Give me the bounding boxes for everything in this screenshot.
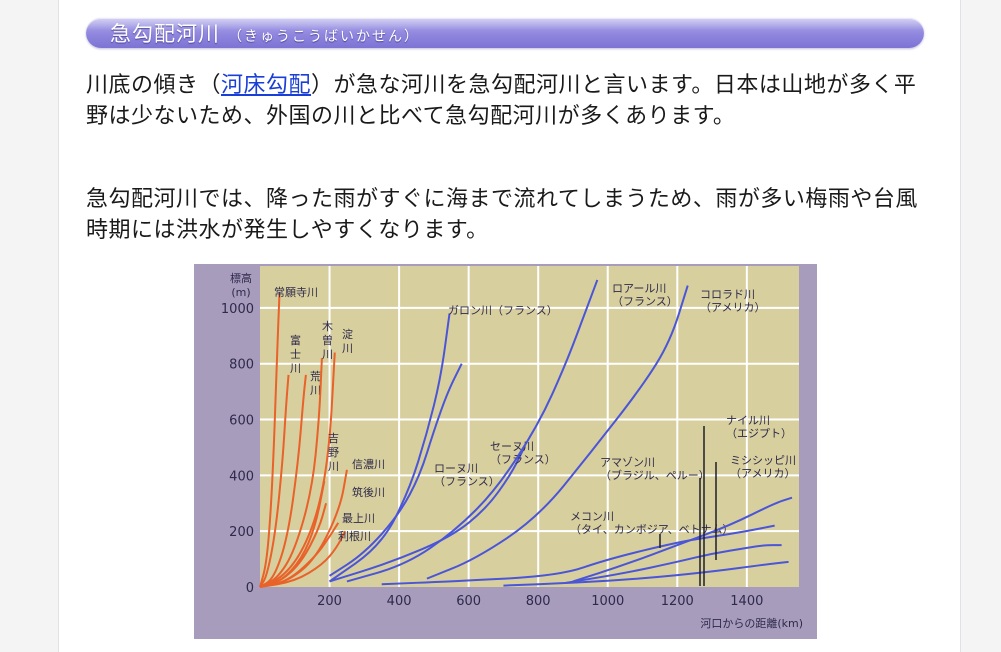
section-title: 急勾配河川 （きゅうこうばいかせん） — [110, 20, 420, 48]
section-title-text: 急勾配河川 — [110, 22, 220, 46]
river-line-富士川 — [259, 374, 290, 588]
paragraph1-before: 川底の傾き（ — [86, 73, 222, 98]
right-margin — [960, 0, 1001, 652]
river-label-セーヌ川フランス: （フランス） — [490, 453, 556, 466]
y-tick-label: 0 — [246, 581, 254, 596]
river-line-セーヌ川フランス — [329, 446, 526, 583]
river-label-常願寺川: 常願寺川 — [274, 286, 318, 299]
x-tick-label: 1200 — [661, 594, 694, 609]
river-label-コロラド川アメリカ: （アメリカ） — [700, 301, 765, 314]
y-tick-label: 600 — [229, 414, 254, 429]
river-label-淀川: 川 — [342, 342, 353, 355]
river-label-ローヌ川フランス: （フランス） — [434, 475, 500, 488]
river-label-メコン川タイカンボジアベトナム: メコン川 — [570, 510, 614, 523]
river-label-筑後川: 筑後川 — [352, 485, 385, 499]
section-header-bar — [86, 18, 924, 48]
river-label-吉野川: 川 — [328, 460, 339, 473]
river-label-富士川: 士 — [290, 348, 301, 361]
x-tick-label: 600 — [456, 594, 481, 609]
river-line-ロアール川フランス — [346, 279, 599, 583]
section-title-reading: （きゅうこうばいかせん） — [228, 29, 420, 45]
river-line-利根川 — [259, 530, 347, 588]
river-label-コロラド川アメリカ: コロラド川 — [700, 288, 755, 301]
river-label-ロアール川フランス: ロアール川 — [612, 282, 666, 295]
river-line-常願寺川 — [259, 293, 281, 588]
paragraph1-after: ）が急な河川を急勾配河川と言います。日本は山地が多く平野は少ないため、外国の川と… — [86, 73, 917, 129]
river-label-ロアール川フランス: （フランス） — [612, 295, 678, 308]
riverbed-gradient-link[interactable]: 河床勾配 — [221, 73, 312, 98]
river-label-ミシシッピ川アメリカ: （アメリカ） — [730, 467, 795, 480]
river-line-メコン川タイカンボジアベトナム — [381, 524, 775, 586]
river-label-信濃川: 信濃川 — [352, 457, 385, 471]
river-label-淀川: 淀 — [342, 327, 353, 341]
x-tick-label: 200 — [317, 594, 342, 609]
river-line-淀川 — [259, 352, 336, 588]
river-label-ローヌ川フランス: ローヌ川 — [434, 462, 478, 475]
x-axis-label: 河口からの距離(km) — [700, 616, 803, 630]
river-label-木曽川: 木 — [322, 320, 333, 333]
river-label-ナイル川エジプト: ナイル川 — [726, 414, 770, 427]
x-tick-label: 1000 — [591, 594, 624, 609]
river-label-利根川: 利根川 — [338, 529, 371, 543]
river-label-木曽川: 川 — [322, 348, 333, 361]
paragraph-definition: 川底の傾き（河床勾配）が急な河川を急勾配河川と言います。日本は山地が多く平野は少… — [86, 70, 926, 132]
y-tick-label: 1000 — [221, 302, 254, 317]
river-label-最上川: 最上川 — [342, 512, 375, 525]
river-label-アマゾン川ブラジルペルー: （ブラジル、ペルー） — [600, 468, 710, 482]
river-label-ナイル川エジプト: （エジプト） — [726, 427, 792, 440]
river-label-荒川: 川 — [310, 384, 321, 397]
river-label-富士川: 川 — [290, 362, 301, 375]
river-line-ガロン川フランス — [328, 313, 451, 583]
x-tick-label: 400 — [387, 594, 412, 609]
river-label-吉野川: 野 — [328, 446, 339, 459]
x-tick-label: 800 — [526, 594, 551, 609]
paragraph2-text: 急勾配河川では、降った雨がすぐに海まで流れてしまうため、雨が多い梅雨や台風時期に… — [86, 187, 918, 243]
chart-svg: 0 200 400 600 800 1000 200 400 600 800 1000 1200 140… — [221, 266, 803, 630]
river-label-吉野川: 吉 — [328, 432, 339, 445]
river-profile-chart: 0 200 400 600 800 1000 200 400 600 800 1000 1200 140… — [194, 264, 817, 639]
river-line-アマゾン川ブラジルペルー — [503, 560, 789, 587]
y-axis-label: 標高 — [230, 271, 252, 285]
river-label-荒川: 荒 — [310, 370, 321, 383]
y-tick-label: 200 — [229, 525, 254, 540]
river-label-メコン川タイカンボジアベトナム: （タイ、カンボジア、ベトナム） — [570, 523, 733, 536]
river-label-木曽川: 曽 — [322, 333, 333, 347]
river-label-ガロン川フランス: ガロン川（フランス） — [448, 304, 558, 317]
y-tick-label: 400 — [229, 469, 254, 484]
river-label-アマゾン川ブラジルペルー: アマゾン川 — [600, 456, 655, 469]
y-tick-label: 800 — [229, 358, 254, 373]
river-label-富士川: 富 — [290, 333, 301, 347]
river-line-コロラド川アメリカ — [426, 285, 689, 580]
left-margin — [0, 0, 59, 652]
y-axis-label: (m) — [231, 286, 250, 299]
river-line-ミシシッピ川アメリカ — [565, 544, 782, 584]
river-line-ナイル川エジプト — [572, 496, 793, 583]
paragraph-flood-risk: 急勾配河川では、降った雨がすぐに海まで流れてしまうため、雨が多い梅雨や台風時期に… — [86, 184, 926, 246]
river-line-ローヌ川フランス — [329, 363, 463, 577]
x-tick-label: 1400 — [730, 594, 763, 609]
river-label-ミシシッピ川アメリカ: ミシシッピ川 — [730, 454, 796, 467]
